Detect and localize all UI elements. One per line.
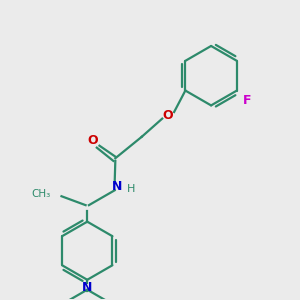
Text: F: F: [243, 94, 251, 107]
Text: CH₃: CH₃: [31, 189, 50, 199]
Text: O: O: [88, 134, 98, 147]
Text: H: H: [127, 184, 135, 194]
Text: N: N: [82, 280, 92, 294]
Text: O: O: [163, 109, 173, 122]
Text: N: N: [112, 180, 122, 193]
